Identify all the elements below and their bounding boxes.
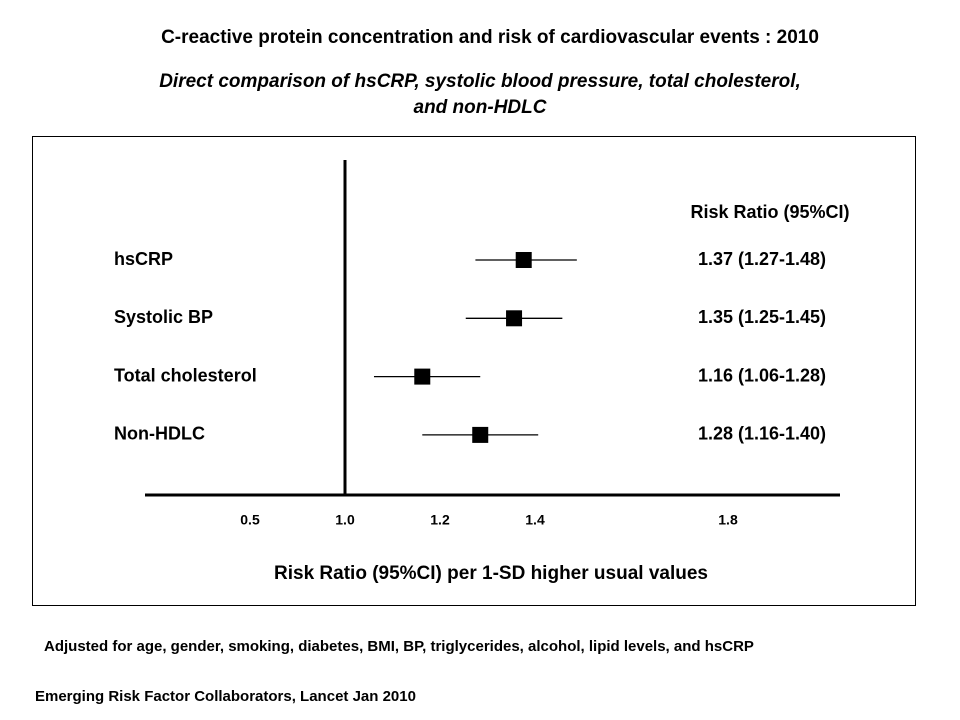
point-estimate-0 bbox=[515, 252, 532, 268]
point-estimate-2 bbox=[414, 368, 431, 385]
x-tick-label-0: 0.5 bbox=[240, 512, 260, 528]
x-tick-label-2: 1.2 bbox=[430, 512, 450, 528]
footnote: Adjusted for age, gender, smoking, diabe… bbox=[44, 638, 754, 655]
point-estimate-3 bbox=[472, 426, 489, 443]
row-label-3: Non-HDLC bbox=[114, 424, 205, 444]
ci-value-1: 1.35 (1.25-1.45) bbox=[698, 307, 826, 327]
x-tick-label-1: 1.0 bbox=[335, 512, 355, 528]
chart-title: C-reactive protein concentration and ris… bbox=[161, 27, 819, 48]
point-estimate-1 bbox=[506, 310, 523, 327]
row-label-0: hsCRP bbox=[114, 249, 173, 269]
ci-column-header: Risk Ratio (95%CI) bbox=[690, 202, 849, 222]
chart-subtitle-line-2: and non-HDLC bbox=[413, 97, 547, 118]
row-label-2: Total cholesterol bbox=[114, 365, 257, 385]
row-label-1: Systolic BP bbox=[114, 307, 213, 327]
ci-value-2: 1.16 (1.06-1.28) bbox=[698, 365, 826, 385]
ci-value-0: 1.37 (1.27-1.48) bbox=[698, 249, 826, 269]
chart-subtitle: Direct comparison of hsCRP, systolic blo… bbox=[0, 69, 960, 121]
chart-panel bbox=[32, 136, 916, 606]
x-tick-label-3: 1.4 bbox=[525, 512, 545, 528]
x-tick-label-4: 1.8 bbox=[718, 512, 738, 528]
x-axis-title: Risk Ratio (95%CI) per 1-SD higher usual… bbox=[274, 563, 708, 584]
ci-value-3: 1.28 (1.16-1.40) bbox=[698, 424, 826, 444]
chart-subtitle-line-1: Direct comparison of hsCRP, systolic blo… bbox=[159, 71, 801, 92]
source-citation: Emerging Risk Factor Collaborators, Lanc… bbox=[35, 688, 416, 705]
